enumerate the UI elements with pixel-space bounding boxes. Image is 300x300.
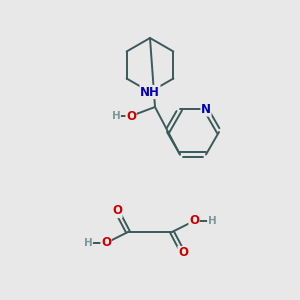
- Text: H: H: [112, 111, 120, 121]
- Text: H: H: [84, 238, 92, 248]
- Text: O: O: [101, 236, 111, 250]
- Text: NH: NH: [140, 85, 160, 98]
- Text: H: H: [208, 216, 216, 226]
- Text: N: N: [201, 103, 211, 116]
- Text: O: O: [126, 110, 136, 122]
- Text: O: O: [178, 247, 188, 260]
- Text: O: O: [112, 205, 122, 218]
- Text: O: O: [189, 214, 199, 227]
